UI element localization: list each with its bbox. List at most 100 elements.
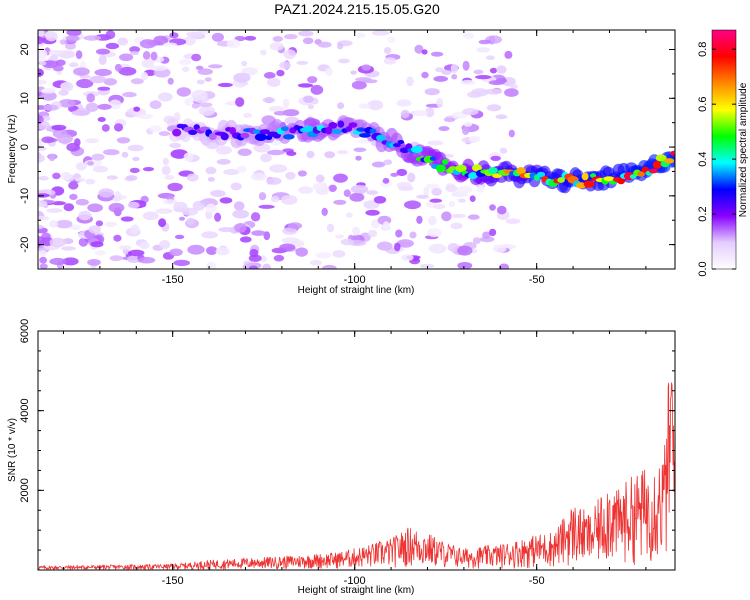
spectrogram-ridge-core (369, 128, 377, 134)
spectrogram-noise-blob (187, 244, 205, 255)
spectrogram-noise-blob (358, 103, 371, 109)
spectrogram-noise-blob (158, 218, 167, 228)
spectrogram-noise-blob (488, 80, 505, 86)
spectrogram-noise-blob (38, 36, 44, 45)
spectrogram-ridge-core (655, 154, 667, 162)
spectrogram-noise-blob (39, 256, 47, 264)
spectrogram-noise-blob (105, 42, 120, 50)
spectrogram-noise-blob (214, 212, 222, 222)
spectrogram-noise-blob (162, 199, 178, 205)
spectrogram-ridge-core (348, 122, 358, 128)
spectrogram-noise-blob (493, 244, 507, 253)
spectrogram-noise-blob (76, 78, 94, 89)
spectrogram-noise-blob (350, 70, 357, 75)
spectrogram-noise-blob (39, 249, 47, 257)
spectrogram-noise-blob (129, 46, 141, 53)
spectrogram-noise-blob (365, 209, 380, 216)
spectrogram-noise-blob (510, 84, 519, 89)
spectrogram-noise-blob (174, 234, 185, 240)
spectrogram-noise-blob (475, 75, 492, 80)
spectrogram-noise-blob (218, 227, 235, 233)
spectrogram-noise-blob (196, 79, 205, 85)
spectrogram-ridge-core (675, 152, 687, 158)
spectrogram-noise-blob (68, 181, 79, 190)
spectrogram-noise-blob (97, 86, 111, 91)
spectrogram-noise-blob (428, 243, 447, 254)
spectrogram-noise-blob (226, 39, 241, 49)
spectrogram-noise-blob (338, 58, 350, 64)
spectrogram-noise-blob (223, 168, 240, 176)
spectrogram-ylabel: Frequency (Hz) (7, 115, 18, 184)
spectrogram-noise-blob (496, 65, 507, 74)
spectrogram-noise-blob (41, 60, 59, 68)
colorbar: 0.0 0.2 0.4 0.6 0.8 Normalized spectral ampl… (697, 29, 749, 277)
spectrogram-blobs (38, 30, 687, 269)
spectrogram-noise-blob (85, 138, 100, 144)
spectrogram-noise-blob (210, 190, 226, 197)
spectrogram-noise-blob (62, 257, 79, 266)
spectrogram-noise-blob (333, 199, 347, 205)
spectrogram-noise-blob (191, 89, 208, 100)
spectrogram-noise-blob (460, 79, 476, 85)
spectrogram-ridge-core (280, 126, 289, 132)
spectrogram-noise-blob (463, 32, 475, 39)
spectrogram-noise-blob (75, 162, 87, 171)
spectrogram-noise-blob (88, 225, 101, 234)
y-tick-label: -20 (19, 237, 31, 253)
spectrogram-noise-blob (132, 156, 140, 162)
spectrogram-noise-blob (404, 200, 421, 210)
colorbar-gradient (711, 29, 737, 270)
spectrogram-noise-blob (424, 88, 440, 96)
snr-xlabel: Height of straight line (km) (298, 585, 415, 596)
spectrogram-noise-blob (457, 262, 473, 269)
spectrogram-ridge-core (455, 164, 467, 173)
spectrogram-ridge-core (436, 164, 446, 173)
spectrogram-noise-blob (43, 104, 59, 111)
spectrogram-noise-blob (138, 113, 154, 120)
spectrogram-noise-blob (482, 231, 491, 239)
spectrogram-panel: -150 -100 -50 20 10 0 -10 -20 Height of straigh… (7, 29, 687, 296)
spectrogram-noise-blob (477, 185, 485, 193)
spectrogram-noise-blob (435, 67, 444, 73)
spectrogram-noise-blob (97, 117, 106, 122)
spectrogram-ridge-core (356, 127, 366, 132)
spectrogram-ticks: -150 -100 -50 20 10 0 -10 -20 (19, 30, 675, 286)
spectrogram-noise-blob (343, 189, 351, 197)
spectrogram-noise-blob (208, 64, 223, 69)
spectrogram-ridge-core (442, 158, 448, 165)
spectrogram-noise-blob (38, 79, 48, 85)
spectrogram-ridge-core (331, 129, 342, 134)
x-tick-label: -100 (344, 274, 366, 286)
spectrogram-noise-blob (236, 165, 247, 173)
spectrogram-ridge-core (429, 156, 436, 161)
spectrogram-noise-blob (383, 159, 393, 165)
y-tick-label: 0 (19, 144, 31, 150)
spectrogram-noise-blob (149, 125, 162, 133)
spectrogram-noise-blob (267, 77, 281, 87)
spectrogram-noise-blob (191, 53, 202, 62)
spectrogram-frame (37, 29, 676, 270)
spectrogram-noise-blob (153, 35, 169, 46)
spectrogram-noise-blob (122, 91, 137, 98)
y-tick-label: -10 (19, 188, 31, 204)
spectrogram-noise-blob (258, 192, 267, 201)
spectrogram-noise-blob (250, 212, 261, 222)
spectrogram-noise-blob (98, 188, 114, 198)
spectrogram-noise-blob (105, 30, 116, 40)
spectrogram-noise-blob (186, 173, 199, 182)
spectrogram-noise-blob (183, 152, 194, 162)
spectrogram-noise-blob (371, 161, 386, 168)
spectrogram-noise-blob (298, 186, 314, 194)
spectrogram-noise-blob (499, 147, 508, 154)
colorbar-tick-label: 0.4 (697, 151, 709, 166)
spectrogram-noise-blob (150, 51, 158, 61)
spectrogram-noise-blob (58, 99, 76, 108)
spectrogram-noise-blob (129, 167, 140, 174)
spectrogram-noise-blob (383, 57, 397, 65)
spectrogram-noise-blob (456, 185, 473, 194)
spectrogram-noise-blob (197, 68, 213, 75)
spectrogram-noise-blob (248, 265, 258, 269)
spectrogram-noise-blob (64, 42, 77, 50)
spectrogram-noise-blob (205, 166, 217, 175)
spectrogram-noise-blob (164, 175, 175, 180)
